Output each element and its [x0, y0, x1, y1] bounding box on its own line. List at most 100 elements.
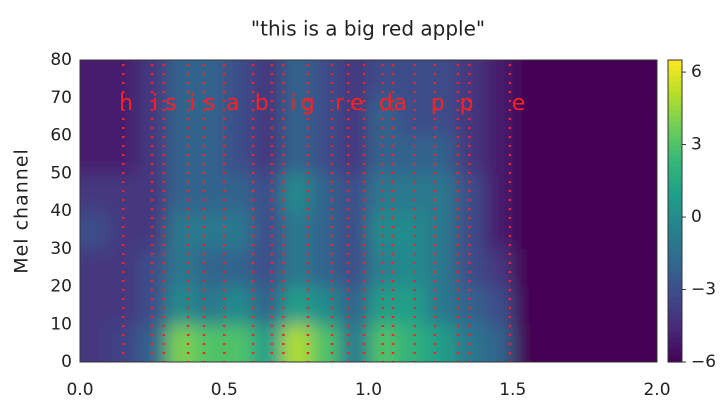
heatmap-cell	[281, 324, 312, 362]
heatmap-cell	[512, 97, 543, 136]
heatmap-cell	[483, 97, 514, 136]
heatmap-cell	[108, 173, 139, 212]
heatmap-cell	[628, 324, 657, 362]
colorbar-segment	[668, 115, 682, 121]
heatmap-cell	[166, 248, 196, 287]
colorbar-segment	[668, 75, 682, 81]
heatmap-cell	[310, 135, 341, 174]
phoneme-label: i	[152, 91, 158, 116]
colorbar-segment	[668, 195, 682, 202]
colorbar-segment	[668, 165, 682, 172]
heatmap-cell	[512, 211, 543, 250]
colorbar-segment	[668, 85, 682, 91]
colorbar-segment	[668, 321, 682, 328]
colorbar-segment	[668, 70, 682, 76]
phoneme-label: i	[290, 91, 296, 116]
heatmap-cell	[426, 135, 456, 174]
heatmap-cell	[166, 97, 196, 136]
heatmap-cell	[570, 324, 600, 362]
colorbar-segment	[668, 336, 682, 343]
y-tick-label: 40	[50, 201, 72, 221]
phoneme-label: d	[379, 91, 393, 116]
heatmap-cell	[80, 324, 110, 362]
heatmap-cell	[483, 324, 514, 362]
heatmap-cell	[455, 173, 485, 212]
heatmap-cell	[195, 324, 225, 362]
phoneme-label: h	[119, 91, 133, 116]
heatmap-cell	[80, 135, 110, 174]
heatmap-cell	[166, 286, 196, 325]
colorbar-segment	[668, 316, 682, 323]
heatmap-cell	[397, 286, 427, 325]
colorbar-tick-label: 6	[691, 62, 702, 82]
heatmap-cell	[628, 135, 657, 174]
heatmap-cell	[541, 97, 571, 136]
heatmap-cell	[368, 286, 398, 325]
heatmap-cell	[253, 135, 283, 174]
heatmap-cell	[310, 248, 341, 287]
heatmap-cell	[599, 135, 629, 174]
colorbar-segment	[668, 231, 682, 237]
phoneme-label: b	[255, 91, 269, 116]
y-tick-label: 70	[50, 88, 72, 108]
heatmap-cell	[108, 211, 139, 250]
heatmap-cell	[397, 135, 427, 174]
colorbar-segment	[668, 60, 682, 66]
colorbar-segment	[668, 356, 682, 363]
heatmap-cell	[339, 211, 369, 250]
heatmap-cell	[368, 211, 398, 250]
colorbar-segment	[668, 160, 682, 167]
heatmap-cell	[137, 286, 168, 325]
heatmap-cell	[253, 286, 283, 325]
heatmap-cell	[339, 97, 369, 136]
heatmap-cell	[253, 173, 283, 212]
heatmap-cell	[224, 135, 254, 174]
heatmap-cell	[108, 97, 139, 136]
colorbar-segment	[668, 205, 682, 212]
heatmap-cell	[599, 248, 629, 287]
heatmap-cell	[426, 324, 456, 362]
heatmap-cell	[599, 173, 629, 212]
heatmap-cell	[339, 286, 369, 325]
heatmap-cell	[512, 324, 543, 362]
heatmap-cell	[224, 211, 254, 250]
y-tick-label: 80	[50, 50, 72, 70]
phoneme-label: s	[204, 91, 215, 116]
heatmap-cell	[628, 286, 657, 325]
colorbar-segment	[668, 266, 682, 272]
colorbar-segment	[668, 301, 682, 308]
colorbar-segment	[668, 135, 682, 142]
heatmap-cell	[80, 248, 110, 287]
y-tick-label: 50	[50, 163, 72, 183]
colorbar-segment	[668, 271, 682, 278]
x-tick-label: 1.5	[499, 380, 526, 400]
heatmap-cell	[166, 135, 196, 174]
plot-frame	[79, 59, 658, 363]
phoneme-label: i	[189, 91, 195, 116]
colorbar-segment	[668, 180, 682, 187]
heatmap-cell	[599, 60, 629, 99]
heatmap-cell	[483, 60, 514, 99]
heatmap-cell	[426, 248, 456, 287]
y-tick-label: 10	[50, 314, 72, 334]
colorbar-segment	[668, 95, 682, 101]
heatmap-cell	[599, 286, 629, 325]
colorbar-segment	[668, 175, 682, 182]
heatmap-cell	[108, 286, 139, 325]
colorbar-segment	[668, 251, 682, 257]
heatmap-cell	[570, 211, 600, 250]
colorbar-segment	[668, 170, 682, 177]
heatmap-cell	[195, 135, 225, 174]
heatmap-cell	[628, 97, 657, 136]
heatmap-cell	[570, 60, 600, 99]
heatmap-cell	[512, 135, 543, 174]
colorbar-segment	[668, 291, 682, 298]
heatmap-cell	[195, 248, 225, 287]
phoneme-label: g	[301, 91, 315, 116]
heatmap-cell	[224, 324, 254, 362]
phoneme-label: e	[350, 91, 364, 116]
heatmap-cell	[541, 286, 571, 325]
colorbar-segment	[668, 226, 682, 232]
heatmap-cell	[599, 211, 629, 250]
heatmap-cell	[108, 60, 139, 99]
